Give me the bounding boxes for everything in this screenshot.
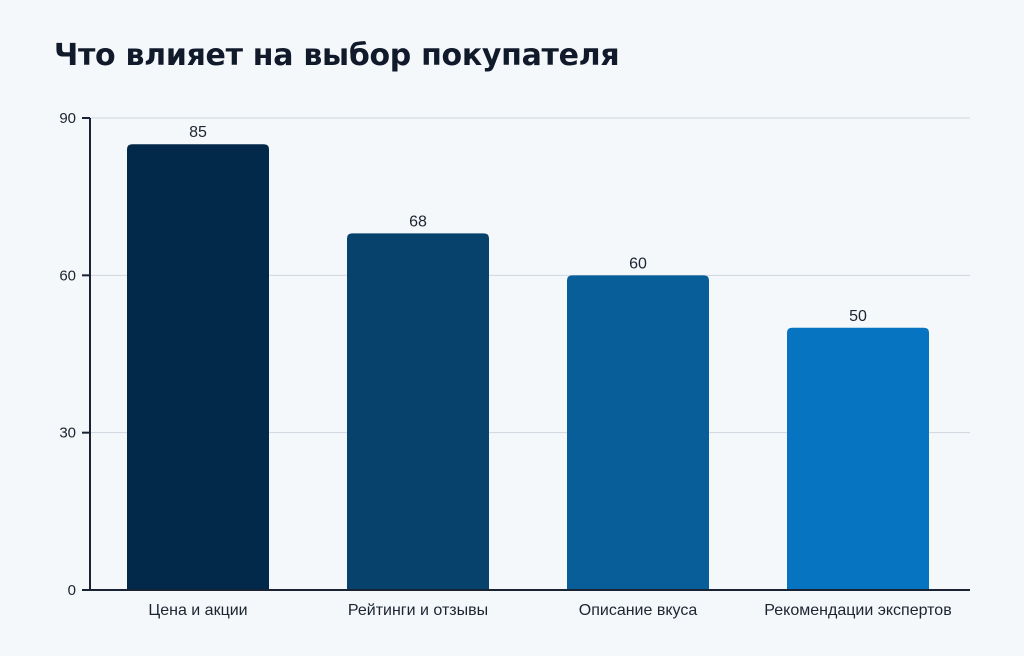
y-tick-label: 0	[68, 582, 76, 599]
y-tick-label: 60	[59, 267, 76, 284]
x-category-label: Рекомендации экспертов	[764, 602, 951, 619]
y-tick-label: 90	[59, 110, 76, 127]
chart-title: Что влияет на выбор покупателя	[54, 38, 620, 73]
bar-4	[787, 327, 929, 590]
bar-2	[347, 233, 489, 590]
x-category-label: Цена и акции	[148, 602, 247, 619]
bar-3	[567, 275, 709, 590]
x-category-label: Описание вкуса	[579, 602, 698, 619]
x-category-label: Рейтинги и отзывы	[348, 602, 488, 619]
bar-1	[127, 144, 269, 590]
bar-value-label: 60	[629, 255, 647, 272]
y-tick-label: 30	[59, 425, 76, 442]
bar-value-label: 68	[409, 213, 427, 230]
bar-value-label: 85	[189, 124, 207, 141]
bar-value-label: 50	[849, 308, 867, 325]
